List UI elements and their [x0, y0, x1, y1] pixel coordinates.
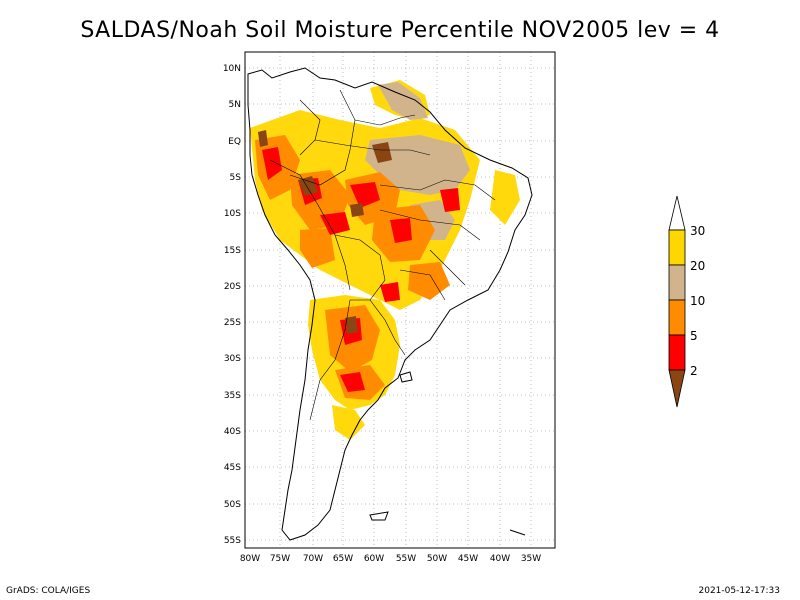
lon-tick-labels: 80W 75W 70W 65W 60W 55W 50W 45W 40W 35W [240, 554, 541, 564]
lat-tick: 40S [224, 427, 241, 437]
lon-tick: 60W [364, 554, 384, 564]
colorbar-segment-2-5 [668, 334, 686, 371]
data-layer [250, 80, 520, 440]
colorbar-label: 20 [690, 259, 705, 273]
lat-tick: 50S [224, 500, 241, 510]
colorbar-segment-20-30 [668, 229, 686, 266]
lon-tick: 35W [521, 554, 541, 564]
lat-tick: 10S [224, 209, 241, 219]
lat-tick: EQ [228, 137, 241, 147]
map-title: SALDAS/Noah Soil Moisture Percentile NOV… [80, 18, 720, 43]
colorbar-labels: 30 20 10 5 2 [690, 224, 705, 378]
colorbar-segment-10-20 [668, 264, 686, 301]
footer-timestamp: 2021-05-12-17:33 [698, 586, 781, 596]
colorbar-label: 5 [690, 329, 698, 343]
lon-tick: 40W [490, 554, 510, 564]
lat-tick: 10N [223, 64, 241, 74]
lon-tick: 70W [303, 554, 323, 564]
percentile-patches-red [262, 147, 460, 392]
coastline [247, 67, 533, 541]
lon-tick: 80W [240, 554, 260, 564]
lon-tick: 50W [427, 554, 447, 564]
lat-tick: 15S [224, 246, 241, 256]
lon-tick: 55W [396, 554, 416, 564]
lat-tick: 30S [224, 354, 241, 364]
colorbar-label: 2 [690, 364, 698, 378]
lat-tick-labels: 10N 5N EQ 5S 10S 15S 20S 25S 30S 35S 40S… [223, 64, 241, 546]
lat-tick: 45S [224, 463, 241, 473]
lat-tick: 55S [224, 536, 241, 546]
lon-tick: 75W [270, 554, 290, 564]
map-frame [244, 51, 556, 549]
lat-tick: 35S [224, 391, 241, 401]
lat-tick: 20S [224, 282, 241, 292]
country-borders [269, 89, 496, 421]
colorbar [668, 195, 686, 408]
lat-tick: 5N [229, 100, 241, 110]
percentile-patches-yellow [250, 80, 520, 440]
colorbar-label: 30 [690, 224, 705, 238]
lat-tick: 25S [224, 318, 241, 328]
colorbar-label: 10 [690, 294, 705, 308]
percentile-patches-brown [258, 130, 392, 334]
colorbar-top-triangle [668, 195, 686, 231]
footer-credit: GrADS: COLA/IGES [6, 586, 91, 596]
lat-tick: 5S [230, 173, 242, 183]
colorbar-segment-5-10 [668, 299, 686, 336]
colorbar-bottom-triangle [668, 369, 686, 408]
lon-tick: 45W [458, 554, 478, 564]
lon-tick: 65W [333, 554, 353, 564]
